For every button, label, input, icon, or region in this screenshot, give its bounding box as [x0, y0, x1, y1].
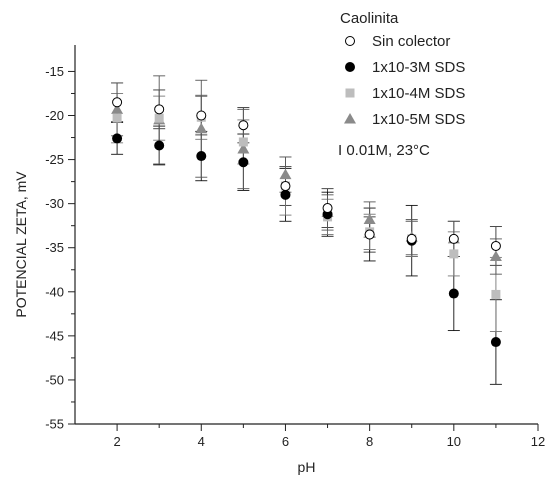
data-point [196, 110, 207, 121]
x-axis-title: pH [298, 459, 316, 475]
data-point [491, 289, 501, 299]
data-point [280, 181, 291, 192]
legend-marker [344, 113, 356, 124]
x-tick-label: 2 [113, 434, 120, 449]
data-point [238, 137, 248, 147]
data-point [448, 288, 459, 299]
data-point [112, 113, 122, 123]
x-tick-label: 4 [198, 434, 205, 449]
y-tick-label: -20 [45, 108, 64, 123]
data-point [154, 140, 165, 151]
data-point [111, 103, 124, 114]
legend-entry: 1x10-5M SDS [372, 111, 465, 128]
data-point [112, 97, 123, 108]
data-point [448, 233, 459, 244]
data-point [237, 143, 250, 154]
data-markers [111, 97, 502, 348]
data-point [154, 113, 164, 123]
x-tick-label: 12 [531, 434, 545, 449]
data-point [406, 233, 417, 244]
data-point [364, 229, 375, 240]
legend-entry: 1x10-3M SDS [372, 59, 465, 76]
data-point [322, 203, 333, 214]
y-tick-label: -15 [45, 64, 64, 79]
legend-entry: Sin colector [372, 33, 450, 50]
data-point [196, 151, 207, 162]
y-tick-label: -25 [45, 152, 64, 167]
x-tick-label: 8 [366, 434, 373, 449]
y-tick-label: -45 [45, 328, 64, 343]
data-point [238, 120, 249, 131]
data-point [489, 250, 502, 262]
legend-title: Caolinita [340, 10, 399, 27]
y-tick-label: -40 [45, 284, 64, 299]
y-tick-label: -35 [45, 240, 64, 255]
data-point [238, 157, 249, 168]
y-tick-label: -50 [45, 372, 64, 387]
data-point [363, 213, 376, 225]
data-point [449, 249, 459, 259]
x-tick-label: 6 [282, 434, 289, 449]
legend: Caolinita Sin colector 1x10-3M SDS 1x10-4M… [340, 10, 465, 128]
data-point [154, 104, 165, 115]
data-point [280, 189, 291, 200]
data-point [112, 133, 123, 144]
legend-entry: 1x10-4M SDS [372, 85, 465, 102]
data-point [490, 240, 501, 251]
axes: 2 4 6 8 10 12 -55 -50 -45 -40 -35 -30 -25 -20 -15 [45, 45, 545, 449]
data-point [490, 337, 501, 348]
conditions-annotation: I 0.01M, 23°C [338, 142, 430, 159]
data-point [279, 168, 292, 180]
legend-marker [345, 88, 355, 98]
y-tick-label: -30 [45, 196, 64, 211]
data-point [195, 122, 208, 134]
x-tick-label: 10 [447, 434, 461, 449]
legend-marker [345, 62, 355, 72]
y-axis-title: POTENCIAL ZETA, mV [13, 171, 29, 318]
legend-marker [345, 36, 355, 46]
y-tick-label: -55 [45, 417, 64, 432]
